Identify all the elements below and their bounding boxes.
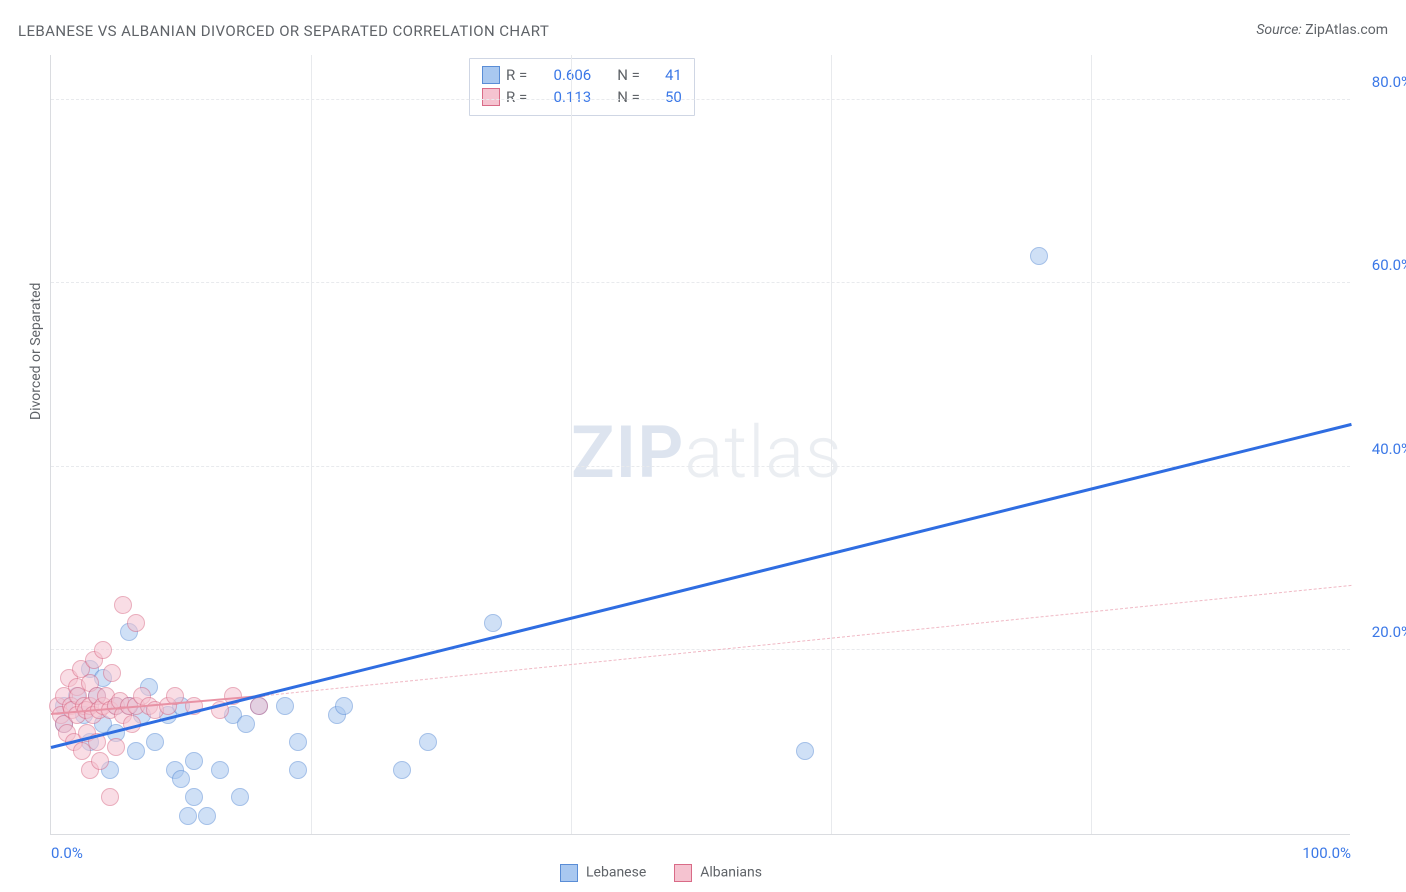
scatter-point <box>94 641 112 659</box>
legend-label: Lebanese <box>586 865 646 881</box>
legend-row: R = 0.113 N = 50 <box>482 86 682 108</box>
gridline-v <box>831 55 832 834</box>
legend-swatch <box>674 864 692 882</box>
watermark: ZIPatlas <box>571 410 843 495</box>
legend-r-value: 0.606 <box>533 64 591 86</box>
scatter-point <box>276 697 294 715</box>
source-value: ZipAtlas.com <box>1305 22 1388 38</box>
legend-swatch <box>560 864 578 882</box>
gridline-h <box>51 99 1350 100</box>
legend-row: R = 0.606 N = 41 <box>482 64 682 86</box>
series-legend: Lebanese Albanians <box>560 864 762 882</box>
scatter-point <box>172 770 190 788</box>
gridline-h <box>51 466 1350 467</box>
legend-item: Lebanese <box>560 864 646 882</box>
source-attribution: Source: ZipAtlas.com <box>1256 22 1388 38</box>
watermark-bold: ZIP <box>571 410 684 495</box>
scatter-point <box>185 752 203 770</box>
legend-label: Albanians <box>700 865 762 881</box>
scatter-point <box>127 742 145 760</box>
trend-line <box>265 585 1351 696</box>
chart-title: LEBANESE VS ALBANIAN DIVORCED OR SEPARAT… <box>18 22 549 40</box>
scatter-point <box>101 788 119 806</box>
scatter-point <box>250 697 268 715</box>
y-tick-label: 20.0% <box>1372 623 1406 641</box>
scatter-point <box>796 742 814 760</box>
trend-line <box>51 423 1352 749</box>
legend-r-label: R = <box>506 86 527 108</box>
gridline-v <box>1091 55 1092 834</box>
scatter-point <box>289 761 307 779</box>
scatter-point <box>198 807 216 825</box>
watermark-light: atlas <box>684 410 842 495</box>
y-axis-title: Divorced or Separated <box>28 283 44 420</box>
y-tick-label: 40.0% <box>1372 440 1406 458</box>
scatter-point <box>231 788 249 806</box>
scatter-point <box>127 614 145 632</box>
legend-item: Albanians <box>674 864 762 882</box>
correlation-legend: R = 0.606 N = 41 R = 0.113 N = 50 <box>469 58 695 116</box>
legend-r-value: 0.113 <box>533 86 591 108</box>
scatter-point <box>484 614 502 632</box>
scatter-point <box>91 752 109 770</box>
scatter-point <box>103 664 121 682</box>
legend-n-value: 50 <box>646 86 682 108</box>
legend-n-label: N = <box>617 86 640 108</box>
scatter-point <box>393 761 411 779</box>
y-tick-label: 60.0% <box>1372 256 1406 274</box>
scatter-point <box>146 733 164 751</box>
legend-n-label: N = <box>617 64 640 86</box>
legend-n-value: 41 <box>646 64 682 86</box>
scatter-point <box>179 807 197 825</box>
scatter-point <box>114 596 132 614</box>
scatter-point <box>237 715 255 733</box>
gridline-h <box>51 282 1350 283</box>
scatter-point <box>419 733 437 751</box>
x-tick-label: 100.0% <box>1302 844 1351 862</box>
scatter-point <box>335 697 353 715</box>
x-tick-label: 0.0% <box>51 844 83 862</box>
scatter-plot: ZIPatlas R =0.606N =41R =0.113N =50 20.0… <box>50 55 1350 835</box>
scatter-point <box>289 733 307 751</box>
scatter-point <box>1030 247 1048 265</box>
source-label: Source: <box>1256 22 1305 38</box>
legend-swatch <box>482 66 500 84</box>
scatter-point <box>211 761 229 779</box>
scatter-point <box>185 788 203 806</box>
gridline-v <box>311 55 312 834</box>
legend-r-label: R = <box>506 64 527 86</box>
y-tick-label: 80.0% <box>1372 73 1406 91</box>
legend-swatch <box>482 88 500 106</box>
gridline-v <box>571 55 572 834</box>
scatter-point <box>107 738 125 756</box>
